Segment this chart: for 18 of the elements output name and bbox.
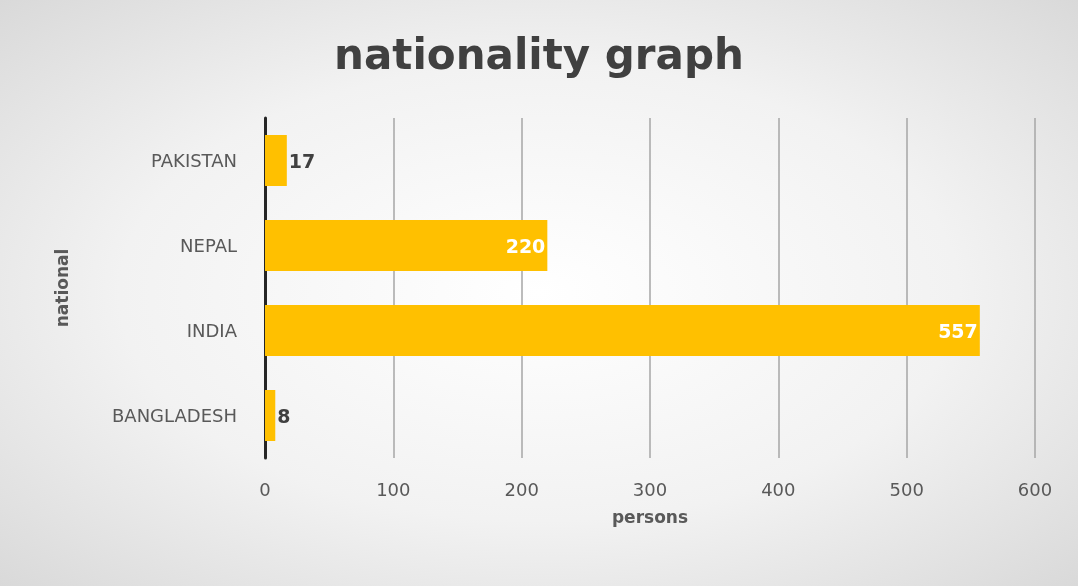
data-label: 17 — [288, 149, 316, 172]
x-tick-label: 100 — [376, 478, 411, 500]
x-tick-label: 600 — [1017, 478, 1053, 500]
x-tick-label: 200 — [504, 478, 539, 500]
x-tick-label: 400 — [761, 478, 796, 500]
x-tick-label: 500 — [889, 478, 924, 500]
y-tick-label: NEPAL — [180, 235, 237, 256]
y-axis-title: national — [51, 248, 72, 328]
x-tick-label: 0 — [259, 478, 271, 500]
chart-title: nationality graph — [334, 29, 744, 79]
y-tick-label: INDIA — [186, 320, 238, 341]
y-tick-label: BANGLADESH — [111, 405, 237, 426]
x-tick-label: 300 — [632, 478, 668, 500]
data-label: 220 — [505, 234, 546, 257]
data-label: 8 — [277, 404, 291, 427]
y-tick-label: PAKISTAN — [151, 150, 237, 171]
x-axis-title: persons — [611, 506, 689, 527]
data-label: 557 — [938, 319, 978, 342]
